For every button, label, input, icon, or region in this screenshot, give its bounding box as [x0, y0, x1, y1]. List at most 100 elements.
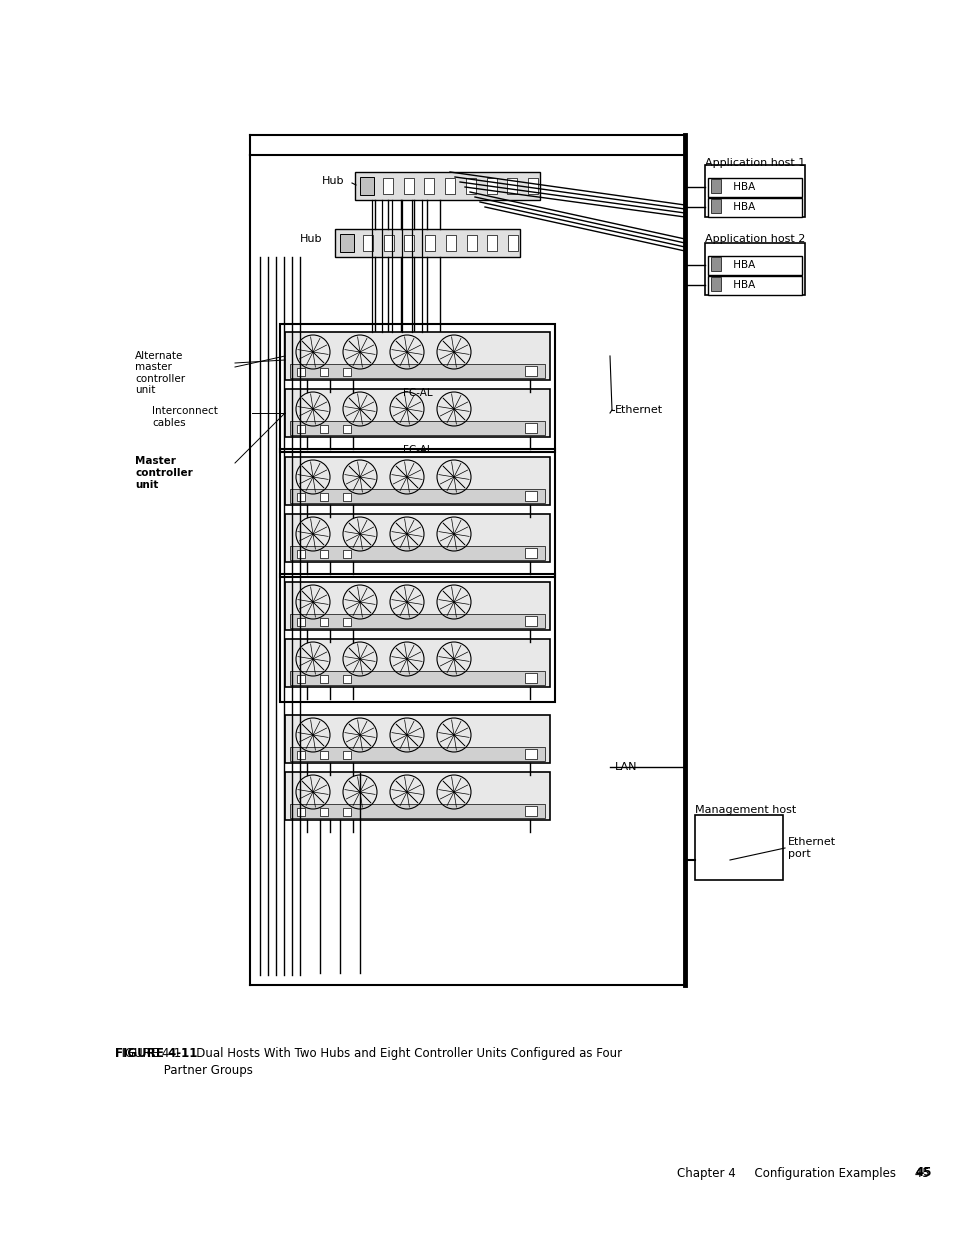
Bar — [445, 178, 455, 194]
Text: Hub: Hub — [299, 233, 322, 245]
Bar — [424, 178, 434, 194]
Bar — [704, 243, 804, 295]
Bar — [524, 806, 537, 816]
Bar — [285, 715, 550, 763]
Text: Application host 2: Application host 2 — [704, 233, 804, 245]
Bar — [285, 514, 550, 562]
Text: 45: 45 — [915, 1167, 931, 1179]
Bar — [707, 198, 801, 217]
Bar — [507, 178, 517, 194]
Bar — [319, 368, 328, 375]
Text: Management host: Management host — [695, 805, 796, 815]
Bar — [296, 618, 305, 626]
Bar — [290, 671, 544, 685]
Bar — [319, 550, 328, 558]
Bar — [319, 676, 328, 683]
Bar — [487, 235, 497, 251]
Bar — [524, 748, 537, 760]
Text: HBA: HBA — [729, 280, 755, 290]
Bar — [285, 389, 550, 437]
Bar — [290, 364, 544, 378]
Bar — [710, 257, 720, 270]
Bar — [710, 277, 720, 291]
Bar — [382, 178, 393, 194]
Bar — [290, 747, 544, 761]
Bar — [403, 178, 414, 194]
Bar — [524, 548, 537, 558]
Bar — [695, 815, 782, 881]
Text: Interconnect
cables: Interconnect cables — [152, 406, 217, 427]
Text: FC-AL: FC-AL — [402, 445, 432, 454]
Bar — [280, 574, 555, 701]
Bar — [343, 493, 351, 501]
Bar — [710, 179, 720, 193]
Bar — [486, 178, 497, 194]
Bar — [335, 228, 519, 257]
Bar — [710, 199, 720, 212]
Bar — [524, 424, 537, 433]
Text: Ethernet: Ethernet — [615, 405, 662, 415]
Bar — [285, 582, 550, 630]
Bar — [343, 676, 351, 683]
Text: Master
controller
unit: Master controller unit — [135, 457, 193, 489]
Text: FIGURE 4-11: FIGURE 4-11 — [115, 1047, 197, 1060]
Bar — [296, 550, 305, 558]
Bar — [296, 751, 305, 760]
Bar — [343, 425, 351, 433]
Bar — [524, 673, 537, 683]
Bar — [280, 450, 555, 577]
Text: Hub: Hub — [322, 177, 344, 186]
Bar — [355, 172, 539, 200]
Bar — [343, 550, 351, 558]
Bar — [296, 676, 305, 683]
Text: HBA: HBA — [729, 203, 755, 212]
Bar — [296, 493, 305, 501]
Bar — [290, 546, 544, 559]
Bar — [296, 808, 305, 816]
Bar — [290, 614, 544, 629]
Bar — [425, 235, 435, 251]
Bar — [319, 425, 328, 433]
Bar — [524, 492, 537, 501]
Bar — [319, 493, 328, 501]
Bar — [296, 425, 305, 433]
Bar — [319, 618, 328, 626]
Bar — [524, 616, 537, 626]
Bar — [319, 808, 328, 816]
Text: Application host 1: Application host 1 — [704, 158, 804, 168]
Text: HBA: HBA — [729, 261, 755, 270]
Bar — [359, 177, 374, 195]
Bar — [285, 457, 550, 505]
Bar — [465, 178, 476, 194]
Bar — [704, 165, 804, 217]
Bar — [280, 324, 555, 452]
Bar — [707, 178, 801, 198]
Bar — [290, 804, 544, 818]
Text: FIGURE 4-11  Dual Hosts With Two Hubs and Eight Controller Units Configured as F: FIGURE 4-11 Dual Hosts With Two Hubs and… — [115, 1047, 621, 1077]
Text: HBA: HBA — [729, 183, 755, 193]
Text: Ethernet
port: Ethernet port — [787, 837, 835, 858]
Bar — [507, 235, 517, 251]
Bar — [707, 256, 801, 275]
Bar — [466, 235, 476, 251]
Bar — [290, 489, 544, 503]
Text: Alternate
master
controller
unit: Alternate master controller unit — [135, 351, 185, 395]
Text: FC-AL: FC-AL — [402, 388, 432, 398]
Text: LAN: LAN — [615, 762, 637, 772]
Bar — [343, 751, 351, 760]
Bar — [285, 638, 550, 687]
Text: Chapter 4     Configuration Examples     45: Chapter 4 Configuration Examples 45 — [677, 1167, 929, 1179]
Bar — [445, 235, 456, 251]
Bar — [343, 368, 351, 375]
Bar — [339, 233, 354, 252]
Bar — [524, 366, 537, 375]
Bar — [343, 618, 351, 626]
Bar — [285, 332, 550, 380]
Bar — [404, 235, 414, 251]
Bar — [363, 235, 373, 251]
Bar — [285, 772, 550, 820]
Bar — [527, 178, 537, 194]
Bar — [290, 421, 544, 435]
Bar — [707, 275, 801, 295]
Bar — [343, 808, 351, 816]
